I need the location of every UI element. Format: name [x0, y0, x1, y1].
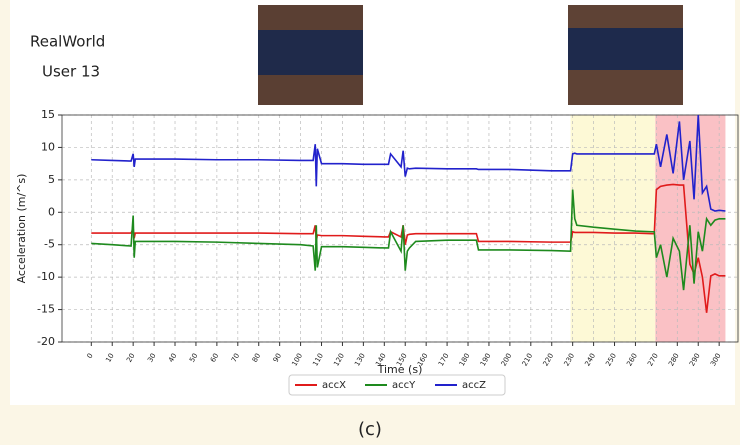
header-title: RealWorld [30, 33, 105, 51]
y-tick-label: -15 [37, 303, 55, 316]
legend-label: accX [322, 380, 346, 391]
x-axis-label: Time (s) [377, 363, 423, 376]
y-axis-label: Acceleration (m/^s) [15, 174, 28, 284]
photo-detail [568, 28, 683, 70]
legend-label: accZ [462, 380, 486, 391]
figure: RealWorld User 13 (c) -20-15-10-50510150… [0, 0, 740, 445]
header-subtitle: User 13 [42, 63, 100, 81]
y-tick-label: -10 [37, 270, 55, 283]
caption: (c) [358, 419, 382, 440]
y-tick-label: 5 [48, 173, 55, 186]
y-tick-label: 10 [41, 140, 55, 153]
y-tick-label: -5 [44, 238, 55, 251]
photo-detail [258, 30, 363, 75]
y-tick-label: 15 [41, 108, 55, 121]
y-tick-label: 0 [48, 205, 55, 218]
legend-label: accY [392, 380, 416, 391]
y-tick-label: -20 [37, 335, 55, 348]
